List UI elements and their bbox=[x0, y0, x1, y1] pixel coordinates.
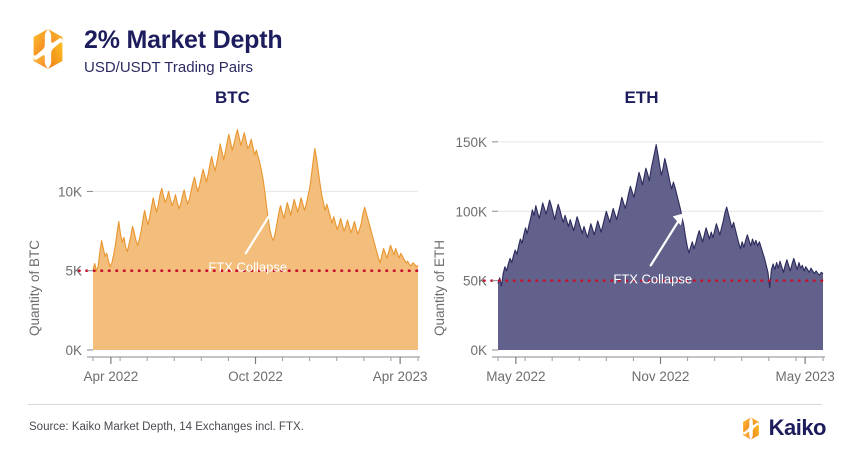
annotation-arrow-head bbox=[672, 213, 684, 226]
x-tick-label: Nov 2022 bbox=[632, 369, 690, 384]
charts-container: BTC Quantity of BTC 0K 5K 10K Apr 2022 Oct 2… bbox=[0, 88, 850, 393]
x-tick-label: Apr 2022 bbox=[83, 369, 138, 384]
source-note: Source: Kaiko Market Depth, 14 Exchanges… bbox=[29, 421, 304, 433]
annotation-label: FTX Collapse bbox=[208, 259, 287, 274]
x-tick-label: May 2023 bbox=[775, 369, 834, 384]
chart-svg-eth: 0K 50K 100K 150K May 2022 Nov 2022 May 2023 FTX… bbox=[455, 128, 835, 384]
chart-title-eth: ETH bbox=[624, 88, 659, 107]
footer-brand: Kaiko bbox=[740, 415, 827, 441]
page-title: 2% Market Depth bbox=[84, 26, 283, 54]
chart-title-btc: BTC bbox=[215, 88, 250, 107]
chart-svg-btc: 0K 5K 10K Apr 2022 Oct 2022 Apr 2023 FTX Colla… bbox=[58, 128, 428, 384]
annotation-arrow-shaft bbox=[244, 204, 277, 255]
annotation-arrow-shaft bbox=[649, 216, 682, 267]
area-fill bbox=[93, 129, 418, 350]
header: 2% Market Depth USD/USDT Trading Pairs bbox=[28, 26, 283, 76]
series-line bbox=[92, 129, 419, 272]
x-tick-label: Oct 2022 bbox=[228, 369, 283, 384]
kaiko-hexagon-logo-icon bbox=[28, 28, 68, 70]
y-tick-label: 50K bbox=[463, 274, 487, 289]
footer-brand-name: Kaiko bbox=[768, 415, 827, 440]
annotation-label: FTX Collapse bbox=[613, 271, 692, 286]
x-tick-label: May 2022 bbox=[486, 369, 545, 384]
y-tick-label: 100K bbox=[455, 204, 487, 219]
y-tick-label: 0K bbox=[470, 343, 487, 358]
y-tick-label: 10K bbox=[58, 184, 82, 199]
x-tick-label: Apr 2023 bbox=[373, 369, 428, 384]
chart-panel-btc: BTC Quantity of BTC 0K 5K 10K Apr 2022 Oct 2… bbox=[5, 88, 430, 393]
chart-panel-eth: ETH Quantity of ETH 0K 50K 100K 150K May 202… bbox=[420, 88, 845, 393]
kaiko-hexagon-logo-icon bbox=[740, 417, 762, 440]
y-tick-label: 0K bbox=[65, 343, 82, 358]
header-text-block: 2% Market Depth USD/USDT Trading Pairs bbox=[84, 26, 283, 76]
y-tick-label: 5K bbox=[65, 264, 82, 279]
y-tick-label: 150K bbox=[455, 135, 487, 150]
annotation-arrow-head bbox=[267, 201, 279, 214]
page-subtitle: USD/USDT Trading Pairs bbox=[84, 58, 253, 76]
footer-divider bbox=[28, 404, 822, 405]
area-fill bbox=[498, 144, 823, 350]
